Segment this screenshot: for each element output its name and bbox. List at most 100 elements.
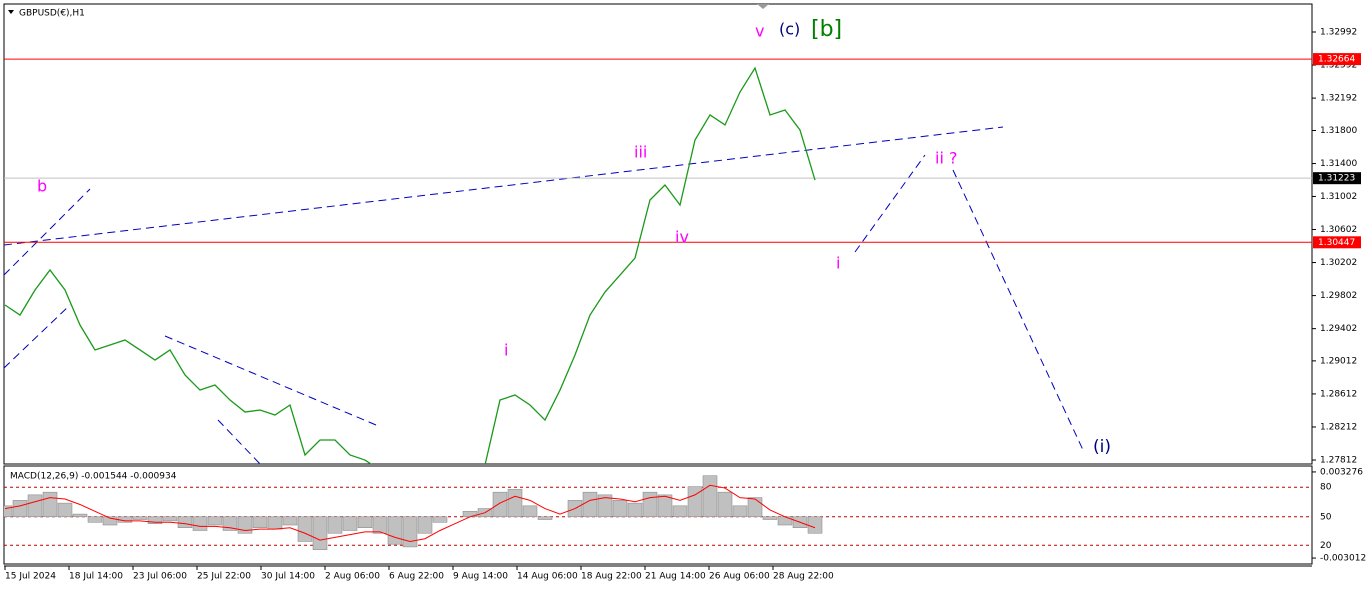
macd-bar [402, 516, 418, 548]
macd-bar [162, 516, 178, 522]
macd-bar [12, 500, 28, 518]
x-tick-label: 18 Jul 14:00 [69, 572, 123, 582]
price-line [4, 66, 816, 464]
macd-bar [147, 516, 163, 524]
macd-bar [597, 494, 613, 518]
projection [854, 154, 1084, 451]
macd-bar [282, 516, 298, 526]
macd-bar [342, 516, 358, 531]
price-box [1313, 236, 1361, 249]
macd-bar [387, 516, 403, 545]
y-tick-label: 1.31002 [1320, 192, 1357, 202]
macd-bar [582, 491, 598, 518]
shift-marker [757, 4, 769, 9]
macd-bar [132, 516, 148, 520]
wave-label: [b] [811, 17, 842, 42]
x-tick-label: 23 Jul 06:00 [133, 572, 187, 582]
x-tick-label: 30 Jul 14:00 [261, 572, 315, 582]
macd-bar [717, 491, 733, 518]
macd-bar [432, 516, 448, 523]
y-tick-label: 1.30602 [1320, 225, 1357, 235]
wave-label: iii [634, 143, 647, 162]
wave-label: b [37, 177, 47, 196]
macd-bar [102, 516, 118, 526]
macd-bar [762, 516, 778, 520]
macd-bar [417, 516, 433, 534]
macd-bar [237, 516, 253, 534]
macd-bar [207, 516, 223, 526]
macd-bar [357, 516, 373, 529]
chart-title: GBPUSD(€),H1 [19, 9, 85, 19]
y-tick-label: 0.003276 [1320, 467, 1363, 477]
wave-label: i [836, 254, 840, 273]
macd-title: MACD(12,26,9) -0.001544 -0.000934 [10, 472, 177, 482]
channel-line [4, 188, 91, 276]
macd-bar [777, 516, 793, 526]
main-frame [3, 3, 1313, 465]
level-label: 80 [1320, 483, 1332, 493]
channel-line [4, 304, 71, 369]
macd-bar [177, 516, 193, 529]
y-tick-label: 1.28612 [1320, 389, 1357, 399]
menu-arrow [8, 10, 14, 14]
wedge-line [217, 419, 261, 464]
price-box [1313, 53, 1361, 66]
y-tick-label: 1.29802 [1320, 291, 1357, 301]
macd-bar [27, 494, 43, 518]
y-tick-label: 1.32592 [1320, 61, 1357, 71]
macd-bar [192, 516, 208, 531]
macd-bar [312, 516, 328, 550]
macd-bar [57, 502, 73, 518]
x-tick-label: 2 Aug 06:00 [325, 572, 380, 582]
trend-lines [4, 126, 1084, 464]
level-label: 20 [1320, 541, 1332, 551]
y-tick-label: -0.003012 [1320, 554, 1366, 564]
wave-label: ii ? [935, 149, 957, 168]
signal-line [4, 484, 816, 542]
wave-label: i [504, 341, 508, 360]
macd-bar [327, 516, 343, 534]
macd-bar [252, 516, 268, 529]
y-tick-label: 1.30202 [1320, 258, 1357, 268]
macd-bar [657, 494, 673, 518]
price-box-label: 1.32664 [1318, 55, 1355, 65]
plot [4, 58, 1312, 464]
y-tick-label: 1.32192 [1320, 94, 1357, 104]
x-tick-label: 15 Jul 2024 [5, 572, 56, 582]
macd-bar [702, 475, 718, 518]
x-tick-label: 18 Aug 22:00 [581, 572, 642, 582]
macd-bar [537, 516, 553, 520]
plot [4, 475, 1312, 550]
macd-bar [87, 516, 103, 523]
macd-bar [72, 513, 88, 518]
y-tick-label: 1.29402 [1320, 324, 1357, 334]
x-tick-label: 6 Aug 22:00 [389, 572, 444, 582]
wave-label: (i) [1093, 437, 1111, 457]
y-tick-label: 1.27812 [1320, 456, 1357, 466]
trend-line [4, 126, 1004, 246]
macd-bar [4, 505, 13, 518]
level-label: 50 [1320, 512, 1332, 522]
x-tick-label: 21 Aug 14:00 [645, 572, 706, 582]
macd-bar [732, 505, 748, 518]
y-tick-label: 1.31800 [1320, 126, 1357, 136]
macd-bar [492, 491, 508, 518]
macd-bar [507, 489, 523, 518]
macd-bar [672, 505, 688, 518]
price-box-label: 1.31223 [1318, 174, 1355, 184]
macd-bar [807, 516, 823, 534]
y-tick-label: 1.28212 [1320, 422, 1357, 432]
macd-bar [42, 491, 58, 518]
macd-bar [612, 500, 628, 518]
x-tick-label: 25 Jul 22:00 [197, 572, 251, 582]
x-tick-label: 14 Aug 06:00 [517, 572, 578, 582]
macd-bar [462, 511, 478, 518]
x-tick-label: 9 Aug 14:00 [453, 572, 508, 582]
price-box [1313, 172, 1361, 185]
macd-bar [267, 516, 283, 530]
macd-bar [372, 516, 388, 534]
macd-bar [747, 497, 763, 518]
wave-label: v [755, 22, 764, 41]
macd-bar [687, 486, 703, 518]
